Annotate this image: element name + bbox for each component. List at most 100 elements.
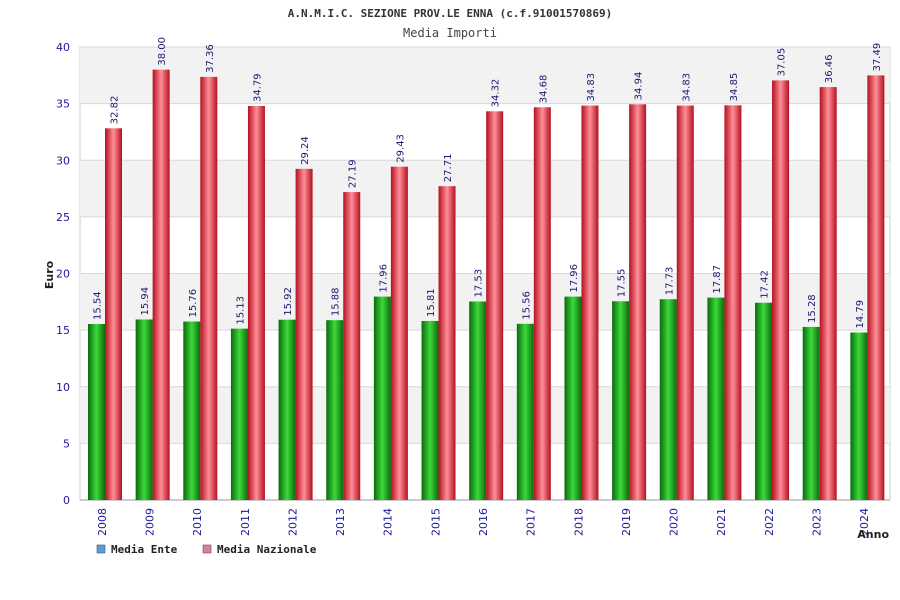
bar-media-nazionale-2020	[676, 105, 694, 501]
x-tick-label-2019: 2019	[620, 508, 633, 536]
x-axis-ticks: 2008 2009 2010 2011 2012 2013 2014 2015 2016 2017…	[96, 508, 871, 536]
y-axis-label: Euro	[43, 260, 56, 289]
data-label-media-nazionale-2015: 27.71	[443, 154, 454, 183]
data-label-media-ente-2010: 15.76	[188, 289, 199, 318]
data-label-media-nazionale-2008: 32.82	[110, 96, 121, 125]
bar-media-ente-2022	[755, 302, 773, 500]
y-tick-label: 20	[56, 268, 70, 281]
data-label-media-ente-2021: 17.87	[712, 265, 723, 294]
bar-media-nazionale-2009	[152, 69, 170, 501]
legend-label-media-ente: Media Ente	[111, 543, 178, 556]
data-label-media-ente-2009: 15.94	[140, 287, 151, 316]
y-tick-label: 5	[63, 437, 70, 450]
data-label-media-ente-2023: 15.28	[807, 294, 818, 323]
bar-media-nazionale-2016	[486, 111, 504, 501]
bar-media-nazionale-2015	[438, 186, 456, 500]
data-label-media-ente-2014: 17.96	[378, 264, 389, 293]
x-tick-label-2020: 2020	[668, 508, 681, 536]
data-label-media-nazionale-2023: 36.46	[824, 54, 835, 83]
y-tick-label: 35	[56, 98, 70, 111]
bar-media-ente-2016	[469, 301, 487, 500]
data-label-media-nazionale-2022: 37.05	[777, 48, 788, 77]
bar-media-ente-2019	[612, 301, 630, 500]
bar-media-nazionale-2024	[867, 75, 885, 500]
x-tick-label-2021: 2021	[715, 508, 728, 536]
x-tick-label-2010: 2010	[191, 508, 204, 536]
y-tick-label: 30	[56, 154, 70, 167]
bar-media-nazionale-2017	[533, 107, 551, 501]
data-label-media-ente-2013: 15.88	[331, 288, 342, 317]
chart-title: A.N.M.I.C. SEZIONE PROV.LE ENNA (c.f.910…	[288, 7, 613, 20]
x-tick-label-2015: 2015	[429, 508, 442, 536]
x-tick-label-2022: 2022	[763, 508, 776, 536]
x-tick-label-2023: 2023	[811, 508, 824, 536]
data-label-media-ente-2019: 17.55	[617, 269, 628, 298]
bar-media-ente-2009	[135, 319, 153, 500]
data-label-media-nazionale-2018: 34.83	[586, 73, 597, 102]
data-label-media-ente-2016: 17.53	[474, 269, 485, 298]
x-tick-label-2018: 2018	[572, 508, 585, 536]
data-label-media-ente-2008: 15.54	[93, 291, 104, 320]
data-label-media-nazionale-2012: 29.24	[300, 136, 311, 165]
bar-media-ente-2017	[516, 323, 534, 500]
bar-media-ente-2021	[707, 297, 725, 500]
bar-media-ente-2011	[230, 328, 248, 500]
bar-media-nazionale-2012	[295, 168, 313, 500]
x-tick-label-2014: 2014	[382, 508, 395, 536]
y-tick-label: 0	[63, 494, 70, 507]
x-tick-label-2024: 2024	[858, 508, 871, 536]
legend: Media Ente Media Nazionale	[96, 543, 317, 556]
data-labels: 15.54 32.82 15.94 38.00 15.76 37.36 15.13 34.79…	[93, 37, 883, 328]
legend-swatch-media-nazionale	[202, 544, 212, 554]
data-label-media-ente-2015: 15.81	[426, 288, 437, 317]
x-tick-label-2009: 2009	[143, 508, 156, 536]
data-label-media-nazionale-2013: 27.19	[348, 159, 359, 188]
data-label-media-ente-2012: 15.92	[283, 287, 294, 316]
data-label-media-ente-2022: 17.42	[760, 270, 771, 299]
y-axis-ticks: 0 5 10 15 20 25 30 35 40	[56, 41, 70, 507]
x-tick-label-2011: 2011	[239, 508, 252, 536]
x-tick-label-2012: 2012	[286, 508, 299, 536]
bar-media-nazionale-2019	[629, 104, 647, 500]
chart-subtitle: Media Importi	[403, 26, 497, 40]
bar-media-nazionale-2023	[819, 87, 837, 500]
data-label-media-ente-2020: 17.73	[664, 267, 675, 296]
bar-media-ente-2010	[183, 321, 201, 500]
legend-swatch-media-ente	[96, 544, 106, 554]
bar-media-nazionale-2011	[247, 106, 265, 501]
data-label-media-nazionale-2009: 38.00	[157, 37, 168, 66]
data-label-media-ente-2017: 15.56	[521, 291, 532, 320]
data-label-media-nazionale-2016: 34.32	[491, 79, 502, 108]
data-label-media-nazionale-2010: 37.36	[205, 44, 216, 73]
y-tick-label: 10	[56, 381, 70, 394]
bar-media-ente-2012	[278, 319, 296, 500]
x-tick-label-2008: 2008	[96, 508, 109, 536]
bar-media-ente-2020	[659, 299, 677, 500]
bar-media-nazionale-2021	[724, 105, 742, 500]
bar-media-nazionale-2010	[200, 76, 218, 500]
data-label-media-nazionale-2014: 29.43	[395, 134, 406, 163]
bar-media-ente-2008	[88, 324, 105, 500]
bar-media-nazionale-2013	[343, 192, 361, 501]
y-tick-label: 25	[56, 211, 70, 224]
data-label-media-nazionale-2020: 34.83	[681, 73, 692, 102]
x-axis-label: Anno	[857, 528, 889, 541]
bar-media-nazionale-2018	[581, 105, 599, 501]
bar-media-ente-2013	[326, 320, 344, 500]
bar-media-ente-2014	[373, 296, 391, 500]
data-label-media-nazionale-2024: 37.49	[872, 43, 883, 72]
bar-media-ente-2015	[421, 320, 439, 500]
data-label-media-ente-2018: 17.96	[569, 264, 580, 293]
x-tick-label-2016: 2016	[477, 508, 490, 536]
bar-media-nazionale-2008	[105, 128, 122, 500]
bar-media-nazionale-2022	[772, 80, 790, 500]
y-tick-label: 15	[56, 324, 70, 337]
data-label-media-ente-2024: 14.79	[855, 300, 866, 329]
x-tick-label-2013: 2013	[334, 508, 347, 536]
bars	[88, 69, 885, 501]
y-tick-label: 40	[56, 41, 70, 54]
x-tick-label-2017: 2017	[525, 508, 538, 536]
data-label-media-nazionale-2021: 34.85	[729, 73, 740, 102]
data-label-media-nazionale-2017: 34.68	[538, 75, 549, 104]
